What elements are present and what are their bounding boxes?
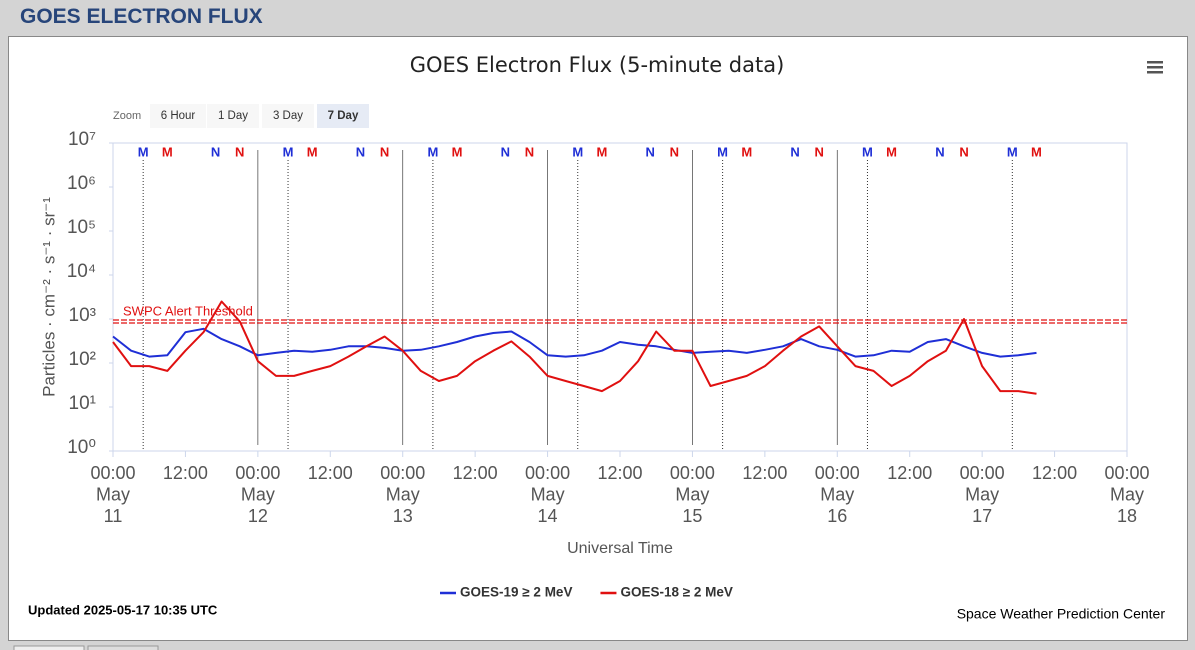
x-tick-label: 13 (393, 506, 413, 526)
y-tick-label: 10⁵ (67, 217, 96, 238)
bottom-tab[interactable] (87, 645, 159, 650)
local-time-marker: M (886, 144, 897, 159)
chart-title: GOES Electron Flux (5-minute data) (410, 53, 785, 77)
x-tick-label: 12:00 (308, 463, 353, 483)
local-time-marker: M (1007, 144, 1018, 159)
x-axis-title: Universal Time (567, 540, 673, 557)
local-time-marker: M (283, 144, 294, 159)
zoom-button[interactable] (150, 104, 206, 128)
zoom-button[interactable] (262, 104, 314, 128)
x-tick-label: 00:00 (380, 463, 425, 483)
series-line (112, 300, 1037, 395)
x-tick-label: 12 (248, 506, 268, 526)
menu-icon-bar (1147, 61, 1163, 64)
local-time-marker: N (501, 144, 510, 159)
local-time-marker: M (1031, 144, 1042, 159)
legend-label[interactable]: GOES-18 ≥ 2 MeV (620, 585, 732, 600)
bottom-tab[interactable] (13, 645, 85, 650)
x-tick-label: 12:00 (453, 463, 498, 483)
series-line (112, 327, 1037, 358)
zoom-button-label[interactable]: 1 Day (218, 110, 248, 122)
x-tick-label: 17 (972, 506, 992, 526)
local-time-marker: M (862, 144, 873, 159)
zoom-button[interactable] (207, 104, 259, 128)
y-tick-label: 10³ (69, 305, 96, 326)
y-tick-label: 10⁰ (67, 437, 96, 458)
local-time-marker: N (670, 144, 679, 159)
x-tick-label: May (675, 484, 709, 504)
y-tick-label: 10² (69, 349, 96, 370)
credit-text: Space Weather Prediction Center (957, 606, 1166, 622)
x-tick-label: 12:00 (887, 463, 932, 483)
local-time-marker: N (525, 144, 534, 159)
local-time-marker: N (211, 144, 220, 159)
x-tick-label: May (1110, 484, 1144, 504)
local-time-marker: N (959, 144, 968, 159)
local-time-marker: N (935, 144, 944, 159)
local-time-marker: M (162, 144, 173, 159)
zoom-button-label[interactable]: 7 Day (328, 110, 359, 122)
local-time-marker: N (790, 144, 799, 159)
x-tick-label: May (531, 484, 565, 504)
local-time-marker: M (427, 144, 438, 159)
x-tick-label: May (965, 484, 999, 504)
zoom-button-label[interactable]: 3 Day (273, 110, 303, 122)
local-time-marker: M (138, 144, 149, 159)
local-time-marker: N (235, 144, 244, 159)
x-tick-label: 12:00 (597, 463, 642, 483)
threshold-label: SWPC Alert Threshold (123, 303, 253, 318)
x-tick-label: 00:00 (960, 463, 1005, 483)
local-time-marker: N (645, 144, 654, 159)
zoom-button-label[interactable]: 6 Hour (161, 110, 196, 122)
x-tick-label: 12:00 (742, 463, 787, 483)
y-tick-label: 10⁶ (67, 173, 96, 194)
local-time-marker: M (307, 144, 318, 159)
x-tick-label: 00:00 (1104, 463, 1149, 483)
menu-icon-bar (1147, 66, 1163, 69)
x-tick-label: 12:00 (163, 463, 208, 483)
plot-area (112, 142, 1128, 452)
menu-icon-bar (1147, 71, 1163, 74)
local-time-marker: M (572, 144, 583, 159)
local-time-marker: N (814, 144, 823, 159)
local-time-marker: M (452, 144, 463, 159)
x-tick-label: 00:00 (235, 463, 280, 483)
x-tick-label: 00:00 (90, 463, 135, 483)
x-tick-label: 14 (538, 506, 558, 526)
local-time-marker: N (380, 144, 389, 159)
menu-button[interactable] (1145, 58, 1165, 76)
x-tick-label: 16 (827, 506, 847, 526)
local-time-marker: M (596, 144, 607, 159)
local-time-marker: M (717, 144, 728, 159)
y-tick-label: 10⁷ (68, 129, 96, 150)
local-time-marker: M (741, 144, 752, 159)
updated-text: Updated 2025-05-17 10:35 UTC (28, 602, 218, 617)
x-tick-label: 00:00 (815, 463, 860, 483)
x-tick-label: 00:00 (670, 463, 715, 483)
x-tick-label: 12:00 (1032, 463, 1077, 483)
x-tick-label: 15 (682, 506, 702, 526)
zoom-label: Zoom (113, 110, 141, 122)
x-tick-label: May (241, 484, 275, 504)
zoom-button[interactable] (317, 104, 369, 128)
x-tick-label: 18 (1117, 506, 1137, 526)
y-tick-label: 10¹ (69, 393, 96, 414)
x-tick-label: May (820, 484, 854, 504)
y-tick-label: 10⁴ (67, 261, 96, 282)
x-tick-label: May (96, 484, 130, 504)
local-time-marker: N (356, 144, 365, 159)
x-tick-label: 00:00 (525, 463, 570, 483)
x-tick-label: 11 (104, 506, 123, 526)
x-tick-label: May (386, 484, 420, 504)
page-header: GOES ELECTRON FLUX (20, 5, 263, 28)
y-axis-title: Particles · cm⁻² · s⁻¹ · sr⁻¹ (39, 197, 58, 397)
legend-label[interactable]: GOES-19 ≥ 2 MeV (460, 585, 572, 600)
